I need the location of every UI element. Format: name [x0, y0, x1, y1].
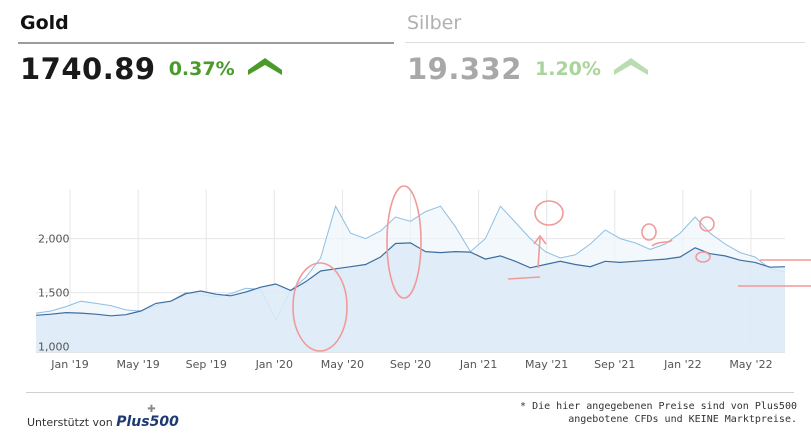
- x-tick-label-5: Sep '20: [390, 358, 431, 371]
- annotation-mark-7: [507, 276, 541, 280]
- annotation-mark-4: [699, 216, 715, 232]
- tab-gold-underline: [18, 42, 394, 44]
- annotation-mark-6: [533, 234, 547, 269]
- tab-gold[interactable]: Gold 1740.89 0.37%: [18, 0, 394, 100]
- series-line-0: [35, 242, 786, 317]
- x-tick-label-2: Sep '19: [186, 358, 227, 371]
- x-tick-label-9: Jan '22: [663, 358, 701, 371]
- annotation-mark-1: [386, 185, 422, 299]
- tab-silver[interactable]: Silber 19.332 1.20%: [405, 0, 805, 100]
- plus500-logo-text: Plus500: [116, 414, 179, 430]
- price-chart[interactable]: 1,000 1,500 2,000 Jan '19 May '19 Sep '19 Jan …: [0, 180, 811, 380]
- silver-price-row: 19.332 1.20%: [407, 52, 649, 86]
- disclaimer-line-1: * Die hier angegebenen Preise sind von P…: [520, 401, 797, 412]
- x-tick-label-7: May '21: [525, 358, 568, 371]
- x-tick-label-10: May '22: [729, 358, 772, 371]
- supported-by-text: Unterstützt von: [27, 416, 113, 429]
- gold-price: 1740.89: [20, 52, 156, 86]
- silver-change: 1.20%: [535, 58, 601, 80]
- silver-price: 19.332: [407, 52, 522, 86]
- supported-by: Unterstützt von Plus500 ✚: [27, 404, 179, 430]
- annotation-mark-2: [534, 200, 564, 226]
- annotation-mark-0: [292, 262, 348, 352]
- x-tick-label-8: Sep '21: [594, 358, 635, 371]
- annotation-mark-10: [651, 239, 673, 247]
- annotation-mark-5: [695, 251, 711, 263]
- annotation-mark-3: [641, 223, 657, 241]
- y-tick-label-0: 1,000: [38, 341, 70, 354]
- gold-price-row: 1740.89 0.37%: [20, 52, 282, 86]
- disclaimer: * Die hier angegebenen Preise sind von P…: [457, 400, 797, 426]
- footer-divider: [26, 392, 794, 393]
- tab-silver-underline: [405, 42, 805, 43]
- x-tick-label-4: May '20: [321, 358, 364, 371]
- plus500-logo[interactable]: Plus500 ✚: [116, 404, 179, 430]
- y-tick-label-1: 1,500: [38, 287, 70, 300]
- arrow-up-icon: [247, 58, 282, 75]
- gold-change: 0.37%: [168, 58, 235, 80]
- tab-silver-name: Silber: [407, 12, 462, 34]
- disclaimer-line-2: angebotene CFDs und KEINE Marktpreise.: [568, 414, 797, 425]
- series-area-0: [36, 242, 785, 352]
- x-tick-label-0: Jan '19: [50, 358, 88, 371]
- plus-icon: ✚: [147, 404, 156, 415]
- tab-gold-name: Gold: [20, 12, 69, 34]
- x-tick-label-1: May '19: [117, 358, 160, 371]
- y-tick-label-2: 2,000: [38, 233, 70, 246]
- silver-arrow-shape: [614, 58, 649, 75]
- arrow-up-icon: [614, 58, 649, 75]
- x-tick-label-6: Jan '21: [459, 358, 497, 371]
- gold-arrow-shape: [247, 58, 282, 75]
- x-tick-label-3: Jan '20: [255, 358, 293, 371]
